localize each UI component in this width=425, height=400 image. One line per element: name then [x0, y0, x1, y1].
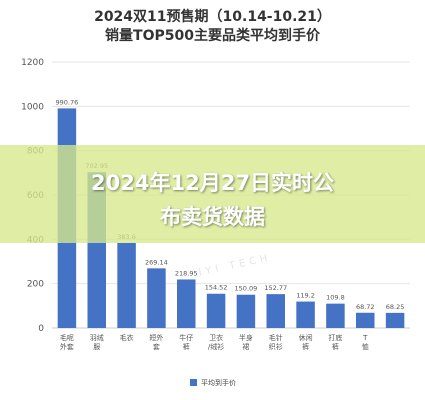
x-tick-label: 套 [153, 342, 160, 351]
data-label: 119.2 [296, 292, 315, 300]
x-tick-label: 织衫 [269, 342, 283, 351]
y-tick-label: 200 [27, 280, 44, 290]
x-tick-label: 打底 [328, 333, 342, 342]
data-label: 152.77 [264, 284, 287, 292]
data-label: 150.09 [235, 285, 258, 293]
bar [206, 293, 226, 328]
data-label: 154.52 [205, 284, 228, 292]
chart-title-line-1: 2024双11预售期（10.14-10.21） [94, 9, 331, 25]
legend-swatch [190, 379, 197, 386]
data-label: 68.25 [386, 303, 405, 311]
x-tick-label: 短外 [149, 333, 163, 342]
x-tick-label: 休闲 [299, 333, 313, 342]
x-tick-label: /绒衫 [208, 342, 224, 351]
x-tick-label: 裤 [302, 342, 309, 351]
y-tick-label: 0 [38, 324, 44, 334]
x-tick-label: 服 [93, 343, 100, 351]
y-tick-label: 1200 [21, 58, 44, 68]
x-tick-label: 卫衣 [209, 333, 223, 342]
x-tick-label: 半身 [239, 333, 253, 342]
x-tick-label: 羽绒 [90, 333, 104, 342]
x-tick-label: 裙 [242, 342, 249, 351]
x-tick-label: 毛衣 [120, 333, 134, 342]
x-tick-label: 裤 [183, 342, 190, 351]
bar [117, 242, 136, 328]
data-label: 68.72 [356, 303, 375, 311]
chart-title-line-2: 销量TOP500主要品类平均到手价 [105, 28, 320, 44]
overlay-banner [0, 145, 425, 243]
x-tick-label: T [362, 334, 368, 342]
x-tick-label: 毛呢 [60, 333, 74, 342]
overlay-headline: 2024年12月27日实时公 布卖货数据 [0, 166, 425, 234]
bar [385, 312, 405, 328]
bar [236, 294, 256, 328]
data-label: 990.76 [56, 98, 79, 106]
x-tick-label: 裤 [332, 342, 339, 351]
bar [296, 301, 315, 328]
x-tick-label: 毛针 [269, 333, 283, 342]
data-label: 269.14 [145, 258, 168, 266]
data-label: 218.95 [175, 269, 198, 277]
bar [147, 268, 166, 328]
x-tick-label: 外套 [60, 342, 74, 351]
overlay-headline-line-2: 布卖货数据 [160, 205, 265, 229]
overlay-headline-line-1: 2024年12月27日实时公 [91, 171, 334, 195]
bar [356, 312, 375, 328]
bar [177, 279, 196, 328]
x-tick-label: 牛仔 [179, 333, 193, 342]
bar [266, 294, 285, 328]
x-tick-label: 恤 [362, 342, 369, 351]
data-label: 109.8 [326, 294, 345, 302]
bar [326, 303, 345, 328]
y-tick-label: 1000 [21, 102, 44, 112]
legend-label: 平均到手价 [201, 378, 236, 387]
